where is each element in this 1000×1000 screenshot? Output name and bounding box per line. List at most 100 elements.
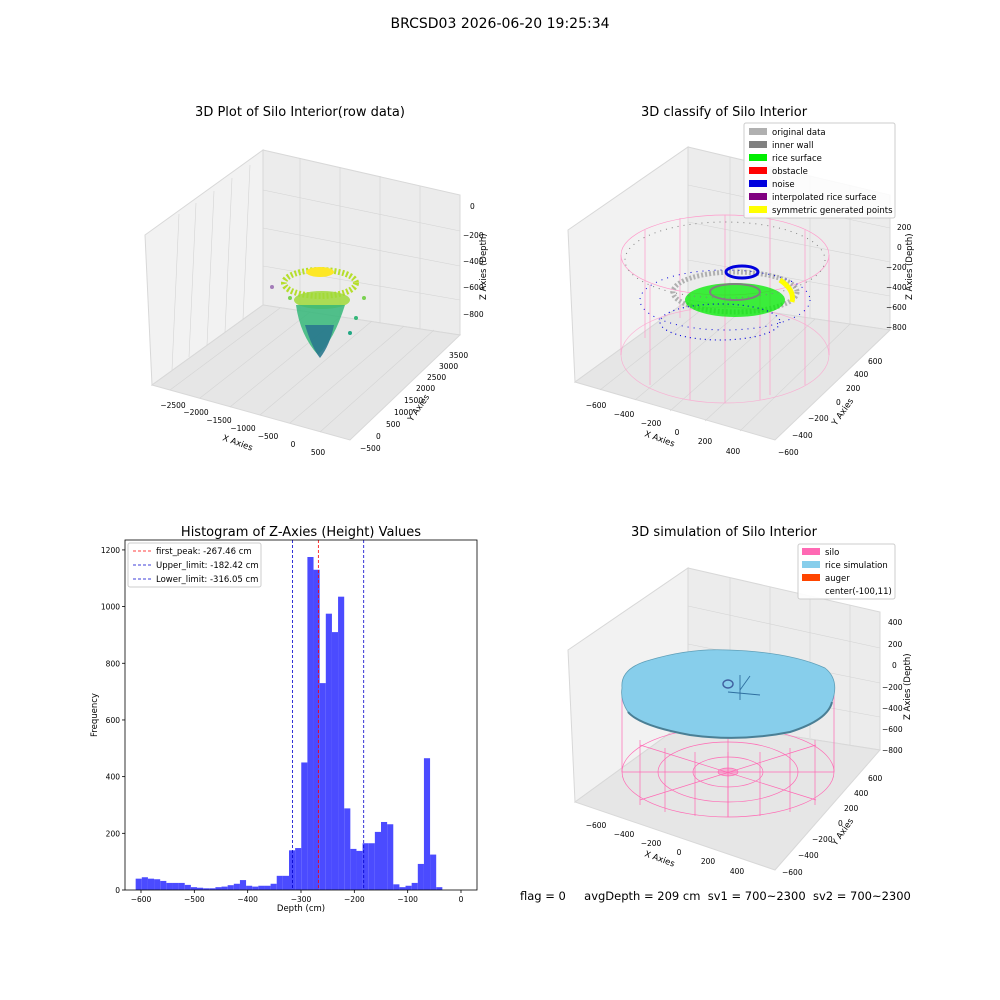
classify-3d-legend: original data inner wall rice surface ob… xyxy=(743,122,896,219)
classify-3d-title: 3D classify of Silo Interior xyxy=(641,105,808,120)
histogram-bar xyxy=(246,885,253,890)
histogram-bar xyxy=(307,557,314,890)
raw-3d-x-tick-6: 500 xyxy=(311,448,326,457)
histogram-y-tick-label: 1200 xyxy=(101,546,120,555)
raw-3d-x-tick-2: −1500 xyxy=(206,416,232,425)
simulation-3d-z-tick-1: 200 xyxy=(888,640,903,649)
raw-3d-z-tick-2: −400 xyxy=(463,257,484,266)
histogram-y-tick-label: 400 xyxy=(106,773,121,782)
histogram-bar xyxy=(270,883,277,890)
legend-label-auger: auger xyxy=(825,574,850,584)
legend-label-symmetric-generated-points: symmetric generated points xyxy=(772,206,893,216)
histogram-bar xyxy=(393,884,400,890)
raw-3d-z-tick-4: −800 xyxy=(463,310,484,319)
raw-3d-x-tick-0: −2500 xyxy=(160,401,186,410)
histogram-bar xyxy=(203,888,210,890)
histogram-bar xyxy=(178,882,185,890)
simulation-3d-x-tick-2: −200 xyxy=(641,839,662,848)
histogram-bar xyxy=(160,880,167,890)
histogram-bar xyxy=(184,884,191,890)
histogram-y-tick-label: 600 xyxy=(106,716,121,725)
classify-3d-y-tick-6: 600 xyxy=(868,357,883,366)
histogram-y-ticks: 0 200 400 600 800 1000 1200 xyxy=(101,546,125,895)
histogram-bar xyxy=(344,808,351,890)
legend-swatch-silo xyxy=(802,548,820,555)
simulation-3d-y-tick-3: 0 xyxy=(838,819,843,828)
histogram-bar xyxy=(135,878,142,890)
legend-swatch-obstacle xyxy=(749,167,767,174)
legend-swatch-rice-surface xyxy=(749,154,767,161)
raw-3d-z-label: Z Axies (Depth) xyxy=(479,233,489,300)
histogram-bar xyxy=(215,887,222,890)
simulation-3d-title: 3D simulation of Silo Interior xyxy=(631,525,818,540)
histogram-y-tick-label: 800 xyxy=(106,659,121,668)
simulation-3d-z-tick-5: −600 xyxy=(882,725,903,734)
status-flag: flag = 0 xyxy=(520,889,566,903)
histogram-bar xyxy=(436,887,443,890)
raw-3d-y-tick-2: 500 xyxy=(386,420,401,429)
legend-label-inner-wall: inner wall xyxy=(772,141,813,151)
histogram-bar xyxy=(197,887,204,890)
legend-label-rice-surface: rice surface xyxy=(772,154,822,164)
classify-3d-x-tick-1: −400 xyxy=(614,410,635,419)
histogram-bar xyxy=(430,854,437,890)
raw-3d-y-tick-6: 2500 xyxy=(427,373,446,382)
histogram-bar xyxy=(411,882,418,890)
raw-3d-y-tick-3: 1000 xyxy=(394,408,413,417)
classify-3d-y-tick-1: −400 xyxy=(792,431,813,440)
simulation-3d-x-tick-5: 400 xyxy=(730,867,745,876)
legend-swatch-rice-simulation xyxy=(802,561,820,568)
classify-3d-y-tick-3: 0 xyxy=(836,398,841,407)
histogram-bar xyxy=(381,821,388,890)
classify-3d-z-tick-5: −800 xyxy=(886,323,907,332)
legend-label-center: center(-100,11) xyxy=(825,587,892,597)
simulation-3d-z-tick-4: −400 xyxy=(882,704,903,713)
histogram-bar xyxy=(264,885,271,890)
histogram-bar xyxy=(172,882,179,890)
histogram-bar xyxy=(387,824,394,890)
simulation-3d-y-tick-6: 600 xyxy=(868,774,883,783)
histogram-x-tick-label: −100 xyxy=(397,895,418,904)
status-sv1: sv1 = 700~2300 xyxy=(707,889,806,903)
legend-label-interpolated-rice-surface: interpolated rice surface xyxy=(772,193,877,203)
raw-3d-y-tick-0: −500 xyxy=(360,444,381,453)
raw-3d-y-tick-1: 0 xyxy=(376,432,381,441)
status-avg-depth: avgDepth = 209 cm xyxy=(584,889,701,903)
legend-swatch-interpolated-rice-surface xyxy=(749,193,767,200)
histogram-y-tick-label: 0 xyxy=(115,886,120,895)
histogram-bar xyxy=(227,885,234,890)
simulation-3d-y-tick-1: −400 xyxy=(798,851,819,860)
histogram-y-label: Frequency xyxy=(90,693,100,737)
classify-3d-z-tick-3: −400 xyxy=(886,283,907,292)
legend-swatch-auger xyxy=(802,574,820,581)
classify-3d-x-tick-2: −200 xyxy=(641,419,662,428)
histogram-bar xyxy=(276,875,283,890)
histogram-bar xyxy=(405,885,412,890)
raw-3d-x-tick-1: −2000 xyxy=(183,408,209,417)
simulation-3d-z-label: Z Axies (Depth) xyxy=(903,653,913,720)
classify-3d-y-tick-0: −600 xyxy=(778,448,799,457)
legend-label-silo: silo xyxy=(825,548,839,558)
histogram-x-tick-label: 0 xyxy=(459,895,464,904)
simulation-3d-x-tick-3: 0 xyxy=(677,848,682,857)
histogram-bar xyxy=(190,887,197,890)
histogram-x-tick-label: −300 xyxy=(291,895,312,904)
histogram-bar xyxy=(374,831,381,890)
histogram-bar xyxy=(399,887,406,890)
histogram-bar xyxy=(417,863,424,890)
simulation-3d-z-tick-6: −800 xyxy=(882,746,903,755)
classify-3d-point-cloud xyxy=(624,221,826,341)
histogram-legend: first_peak: -267.46 cm Upper_limit: -182… xyxy=(127,542,262,588)
simulation-3d-y-tick-5: 400 xyxy=(854,789,869,798)
histogram-bar xyxy=(141,877,148,890)
histogram-bar xyxy=(258,885,265,890)
figure-suptitle: BRCSD03 2026-06-20 19:25:34 xyxy=(390,16,610,32)
legend-swatch-original-data xyxy=(749,128,767,135)
classify-3d-x-tick-3: 0 xyxy=(675,428,680,437)
simulation-3d-floor-pane xyxy=(573,719,881,871)
simulation-3d-x-tick-1: −400 xyxy=(614,830,635,839)
simulation-3d-y-tick-0: −600 xyxy=(782,868,803,877)
